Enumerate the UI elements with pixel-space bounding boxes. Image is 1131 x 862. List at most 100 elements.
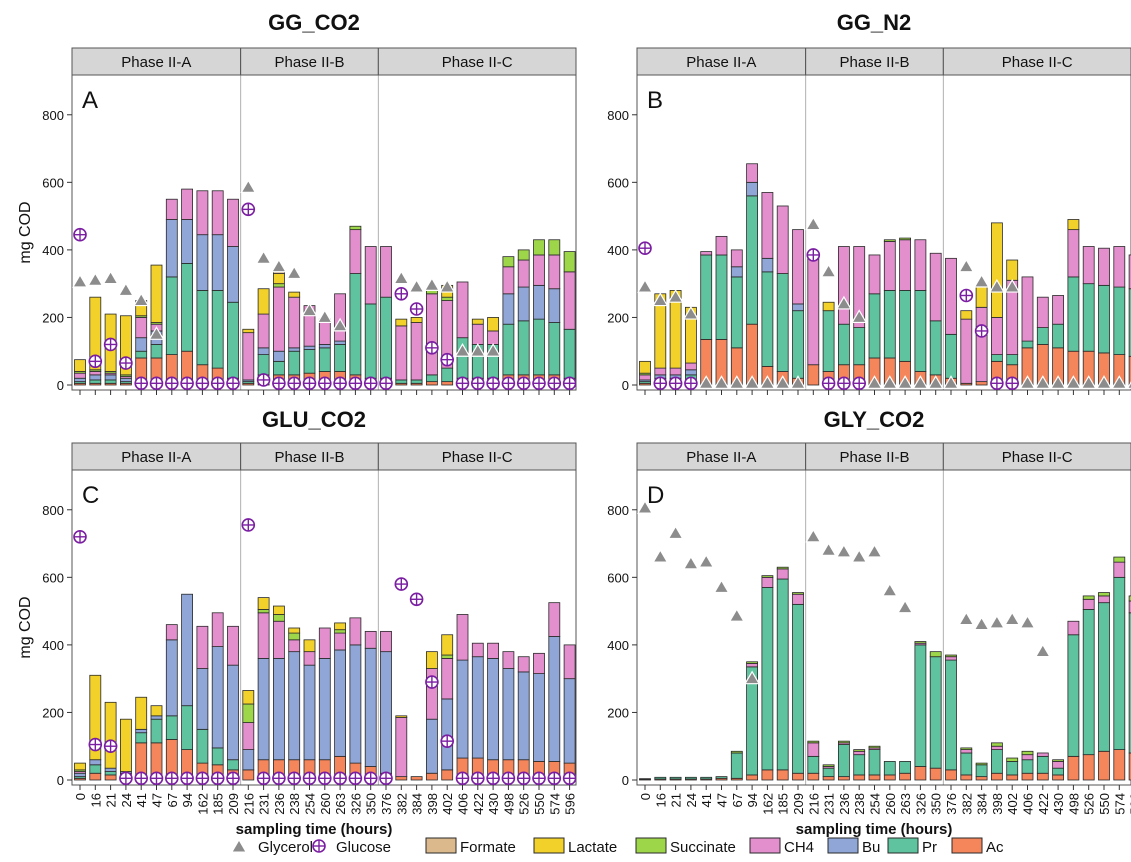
bar-segment-pr xyxy=(991,749,1003,774)
glucose-marker xyxy=(134,376,148,390)
glucose-marker xyxy=(226,771,240,785)
glycerol-marker xyxy=(713,375,730,389)
x-tick-label: 326 xyxy=(348,793,363,815)
bar-segment-pr xyxy=(502,323,515,376)
glucose-marker xyxy=(149,771,164,785)
bar-segment-lactate xyxy=(975,286,988,308)
glycerol-marker xyxy=(316,309,333,324)
glucose-marker xyxy=(103,739,118,754)
bar-segment-pr xyxy=(181,262,194,352)
bar-segment-pr xyxy=(639,778,651,780)
bar-segment-pr xyxy=(196,728,209,764)
bar-segment-bu xyxy=(334,649,347,757)
glucose-marker xyxy=(440,734,455,748)
x-tick-label: 24 xyxy=(119,793,134,807)
bar-segment-lactate xyxy=(487,317,500,332)
y-axis-label: mg COD xyxy=(17,596,34,658)
x-tick-label: 94 xyxy=(745,793,760,807)
bar-segment-bu xyxy=(288,651,301,761)
legend-glycerol-symbol xyxy=(231,839,247,853)
bar-segment-ac xyxy=(1006,774,1019,781)
bar-segment-pr xyxy=(853,754,866,776)
x-tick-label: 162 xyxy=(195,793,210,815)
bar-segment-lactate xyxy=(89,674,102,761)
bar-segment-bu xyxy=(227,246,239,303)
bar-segment-succinate xyxy=(746,661,758,664)
x-tick-label: 350 xyxy=(364,793,379,815)
bar-segment-pr xyxy=(929,320,942,376)
bar-segment-pr xyxy=(1098,284,1110,354)
glycerol-marker xyxy=(637,499,654,514)
bar-segment-pr xyxy=(838,323,850,366)
bar-segment-ac xyxy=(1036,772,1049,781)
bar-segment-lactate xyxy=(242,690,255,705)
x-tick-label: 209 xyxy=(226,793,241,815)
bar-segment-pr xyxy=(914,644,927,767)
glycerol-marker xyxy=(835,543,852,558)
x-tick-label: 236 xyxy=(837,793,852,815)
panel-letter: A xyxy=(82,87,98,114)
bar-segment-pr xyxy=(746,195,758,325)
phase-strip-label: Phase II-C xyxy=(1002,54,1073,71)
bar-segment-ch4 xyxy=(945,656,957,661)
x-tick-label: 406 xyxy=(456,793,471,815)
glucose-marker xyxy=(119,771,133,785)
glucose-marker xyxy=(852,376,866,390)
bar-segment-ac xyxy=(104,774,117,781)
bar-segment-lactate xyxy=(257,288,270,315)
bar-stacks xyxy=(74,593,576,781)
bar-segment-ac xyxy=(425,772,438,781)
glycerol-marker xyxy=(988,278,1005,293)
x-tick-label: 402 xyxy=(440,793,455,815)
markers xyxy=(637,499,1051,685)
bar-segment-ch4 xyxy=(487,642,500,659)
glycerol-marker xyxy=(1004,278,1021,293)
bar-segment-lactate xyxy=(272,605,285,615)
glycerol-marker xyxy=(744,375,761,389)
legend-item-ch4: CH4 xyxy=(749,837,814,856)
glucose-marker xyxy=(471,771,485,785)
x-tick-label: 67 xyxy=(730,793,745,807)
bar-segment-lactate xyxy=(272,273,285,285)
glucose-marker xyxy=(134,771,148,785)
bar-segment-ch4 xyxy=(288,296,301,349)
bar-segment-ch4 xyxy=(364,246,377,305)
bar-segment-ch4 xyxy=(685,362,697,371)
glycerol-marker xyxy=(759,375,776,389)
y-tick-label: 200 xyxy=(42,310,64,325)
glucose-marker xyxy=(562,376,576,390)
bar-segment-ch4 xyxy=(746,663,758,668)
bar-segment-pr xyxy=(1006,761,1019,776)
bar-segment-ch4 xyxy=(563,271,576,330)
glucose-marker xyxy=(425,675,439,689)
bar-segment-succinate xyxy=(853,749,866,752)
bar-segment-pr xyxy=(104,379,117,384)
bar-segment-succinate xyxy=(288,632,301,641)
glucose-marker xyxy=(425,341,439,355)
glycerol-marker xyxy=(866,543,883,558)
bar-segment-pr xyxy=(1006,354,1019,366)
phase-strip xyxy=(805,47,944,76)
bar-segment-ch4 xyxy=(1036,296,1049,328)
bar-segment-succinate xyxy=(257,609,270,614)
bar-segment-ac xyxy=(1082,754,1095,781)
glycerol-marker xyxy=(469,343,486,357)
bar-segment-ch4 xyxy=(868,254,881,295)
chart-title: GG_CO2 xyxy=(268,10,360,35)
glycerol-marker xyxy=(102,270,119,285)
bar-segment-ch4 xyxy=(807,256,820,366)
glucose-marker xyxy=(302,376,317,390)
bar-segment-pr xyxy=(730,752,743,779)
bar-segment-ch4 xyxy=(1052,295,1064,325)
glycerol-marker xyxy=(958,611,975,626)
x-tick-label: 422 xyxy=(1036,793,1051,815)
bar-segment-bu xyxy=(502,668,515,761)
bar-segment-pr xyxy=(165,715,178,740)
bar-segment-succinate xyxy=(899,237,911,241)
glycerol-marker xyxy=(973,273,990,288)
glucose-marker xyxy=(180,771,194,785)
glycerol-marker xyxy=(881,375,898,389)
bar-segment-pr xyxy=(257,354,270,376)
bar-segment-ac xyxy=(746,774,758,781)
